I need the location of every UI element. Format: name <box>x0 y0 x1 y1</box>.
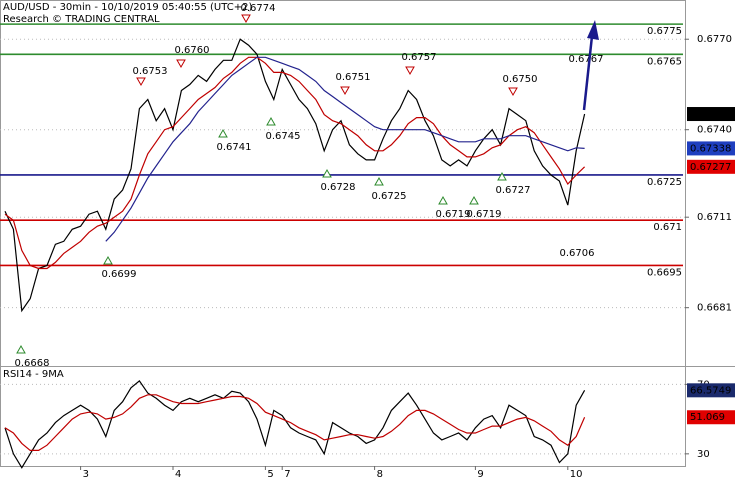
swing-marker <box>103 255 113 265</box>
level-label: 0.6695 <box>647 267 682 278</box>
x-tick-label: 4 <box>175 469 181 480</box>
swing-marker <box>497 171 507 181</box>
swing-marker <box>241 14 251 24</box>
annotation: 0.6751 <box>336 72 371 83</box>
annotation: 0.6745 <box>266 131 301 142</box>
chart-subtitle: Research © TRADING CENTRAL <box>3 14 160 25</box>
y-tick-label: 30 <box>697 449 710 460</box>
annotation: 0.6750 <box>503 74 538 85</box>
value-box-label: 0.67452 <box>690 109 731 120</box>
forecast-arrow <box>582 35 594 111</box>
level-label: 0.6765 <box>647 56 682 67</box>
swing-marker <box>340 86 350 96</box>
annotation: 0.6725 <box>372 191 407 202</box>
annotation: 0.6728 <box>321 182 356 193</box>
swing-marker <box>374 176 384 186</box>
annotation: 0.6706 <box>560 248 595 259</box>
annotation: 0.6719 <box>467 209 502 220</box>
annotation: 0.6719 <box>436 209 471 220</box>
x-tick-label: 7 <box>284 469 290 480</box>
annotation: 0.6741 <box>217 142 252 153</box>
plot-frame <box>0 0 686 467</box>
x-tick-label: 9 <box>477 469 483 480</box>
plot-layer: 0.67700.67400.67110.66817030345789100.67… <box>0 3 735 480</box>
swing-marker <box>16 344 26 354</box>
level-label: 0.671 <box>653 222 682 233</box>
chart-title: AUD/USD - 30min - 10/10/2019 05:40:55 (U… <box>3 2 252 13</box>
swing-marker <box>469 195 479 205</box>
value-box <box>687 410 735 425</box>
swing-marker <box>176 59 186 69</box>
annotation: 0.6727 <box>496 185 531 196</box>
series-line <box>4 56 586 270</box>
x-tick-label: 3 <box>83 469 89 480</box>
rsi-label: RSI14 - 9MA <box>3 369 64 380</box>
series-line <box>4 380 586 469</box>
value-box <box>687 107 735 122</box>
level-label: 0.6725 <box>647 177 682 188</box>
level-label: 0.6775 <box>647 26 682 37</box>
swing-marker <box>508 87 518 97</box>
value-box-label: 66.5749 <box>690 385 731 396</box>
annotation: 0.6760 <box>175 45 210 56</box>
annotation: 0.6767 <box>569 54 604 65</box>
swing-marker <box>136 77 146 87</box>
value-box-label: 51.069 <box>690 412 725 423</box>
annotation: 0.6774 <box>241 3 276 14</box>
value-box <box>687 141 735 156</box>
forecast-arrowhead <box>587 20 599 40</box>
series-line <box>4 394 586 451</box>
annotation: 0.6757 <box>402 52 437 63</box>
swing-marker <box>218 128 228 138</box>
y-tick-label: 0.6711 <box>697 212 732 223</box>
x-tick-label: 5 <box>267 469 273 480</box>
y-tick-label: 0.6681 <box>697 303 732 314</box>
swing-marker <box>405 66 415 76</box>
swing-marker <box>322 168 332 178</box>
y-tick-label: 0.6740 <box>697 125 732 136</box>
series-line <box>105 56 585 242</box>
y-tick-label: 0.6770 <box>697 34 732 45</box>
annotation: 0.6668 <box>15 358 50 369</box>
x-tick-label: 10 <box>570 469 583 480</box>
x-tick-label: 8 <box>377 469 383 480</box>
value-box-label: 0.67338 <box>690 143 731 154</box>
value-box <box>687 159 735 174</box>
annotation: 0.6753 <box>133 66 168 77</box>
value-box-label: 0.67277 <box>690 162 731 173</box>
swing-marker <box>438 195 448 205</box>
annotation: 0.6699 <box>102 269 137 280</box>
series-line <box>4 38 586 313</box>
swing-marker <box>266 116 276 126</box>
value-box <box>687 383 735 398</box>
